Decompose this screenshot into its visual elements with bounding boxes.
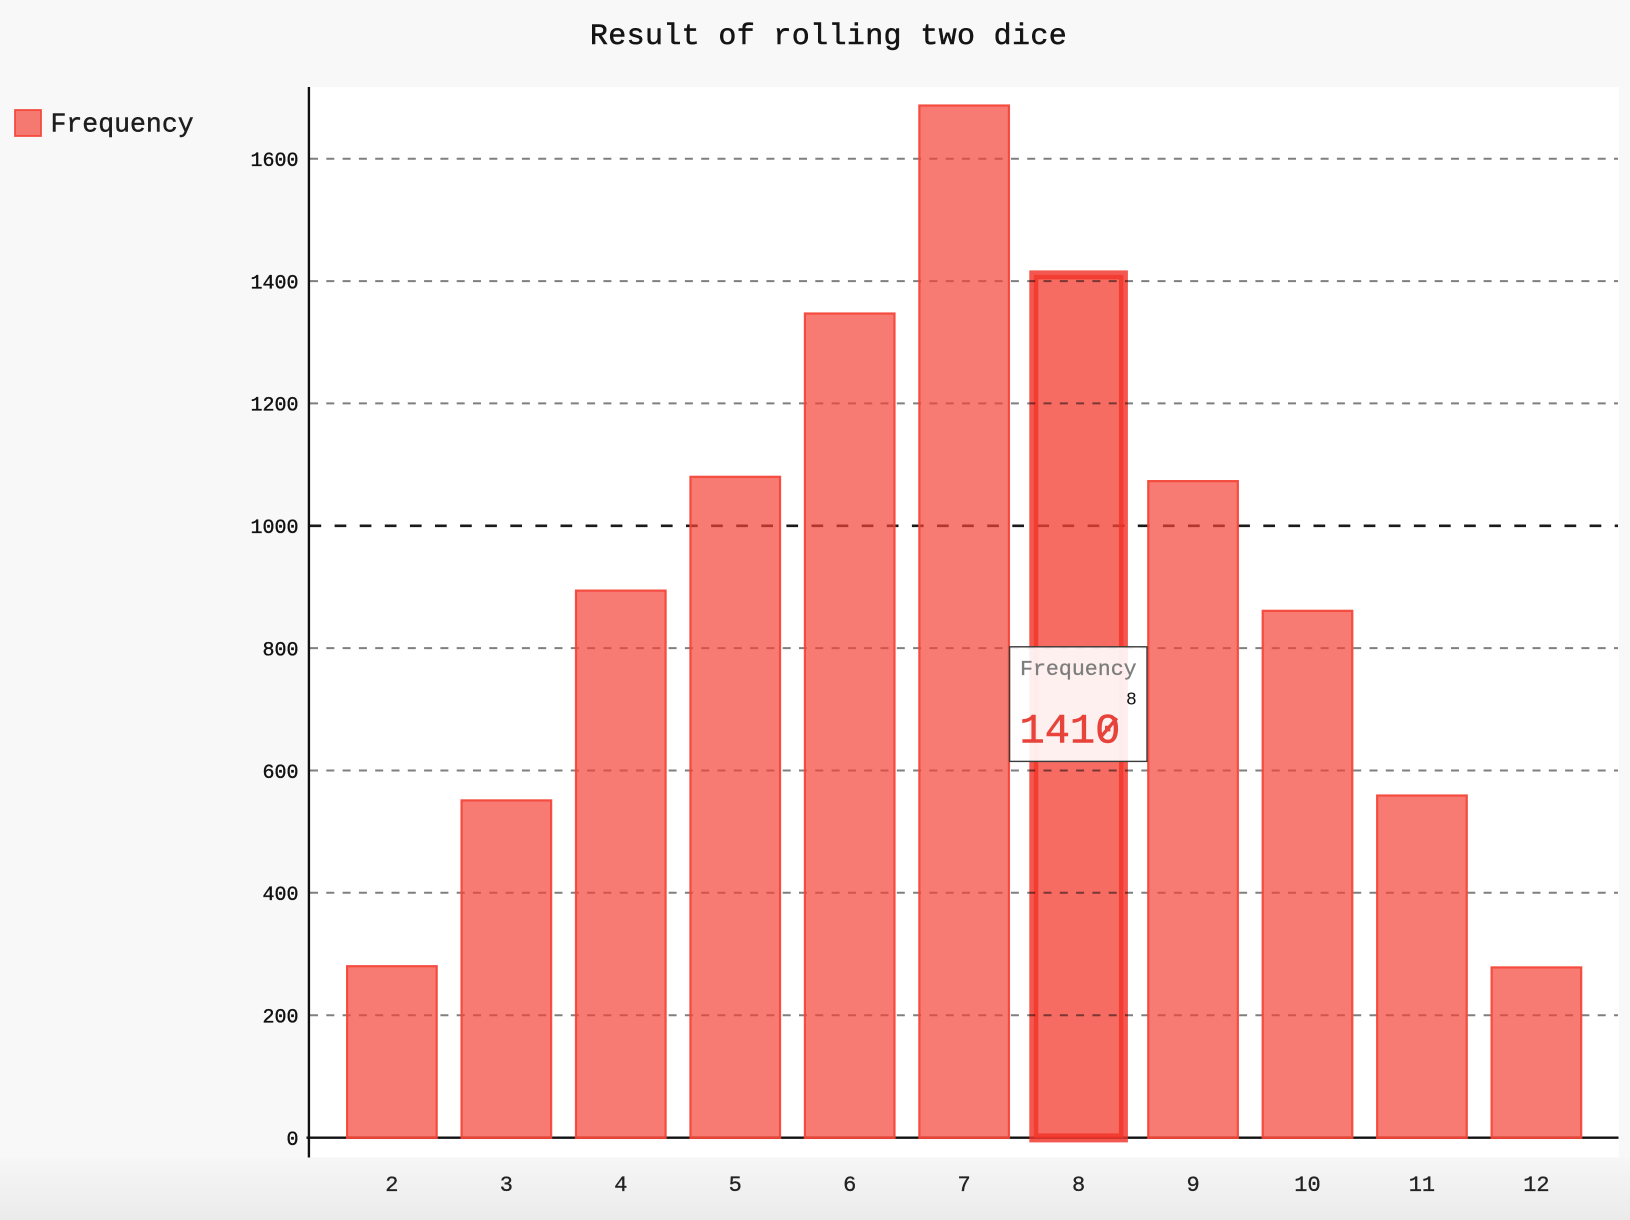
- svg-text:2: 2: [385, 1173, 398, 1198]
- svg-text:3: 3: [500, 1173, 513, 1198]
- svg-text:0: 0: [286, 1129, 298, 1152]
- svg-text:1000: 1000: [250, 517, 298, 540]
- svg-text:200: 200: [262, 1007, 298, 1030]
- svg-text:10: 10: [1294, 1173, 1320, 1198]
- svg-text:Frequency: Frequency: [1020, 658, 1137, 682]
- svg-text:7: 7: [958, 1173, 971, 1198]
- svg-text:600: 600: [262, 762, 298, 785]
- svg-text:4: 4: [614, 1173, 627, 1198]
- svg-text:6: 6: [843, 1173, 856, 1198]
- svg-text:8: 8: [1126, 691, 1137, 711]
- svg-text:1400: 1400: [250, 272, 298, 295]
- svg-text:12: 12: [1523, 1173, 1549, 1198]
- svg-text:1600: 1600: [250, 150, 298, 173]
- svg-text:9: 9: [1186, 1173, 1199, 1198]
- svg-text:1200: 1200: [250, 395, 298, 418]
- svg-text:800: 800: [262, 639, 298, 662]
- svg-text:Result of rolling two dice: Result of rolling two dice: [590, 20, 1067, 54]
- svg-text:Frequency: Frequency: [51, 109, 194, 139]
- svg-text:5: 5: [729, 1173, 742, 1198]
- svg-text:400: 400: [262, 884, 298, 907]
- svg-text:8: 8: [1072, 1173, 1085, 1198]
- svg-text:11: 11: [1409, 1173, 1435, 1198]
